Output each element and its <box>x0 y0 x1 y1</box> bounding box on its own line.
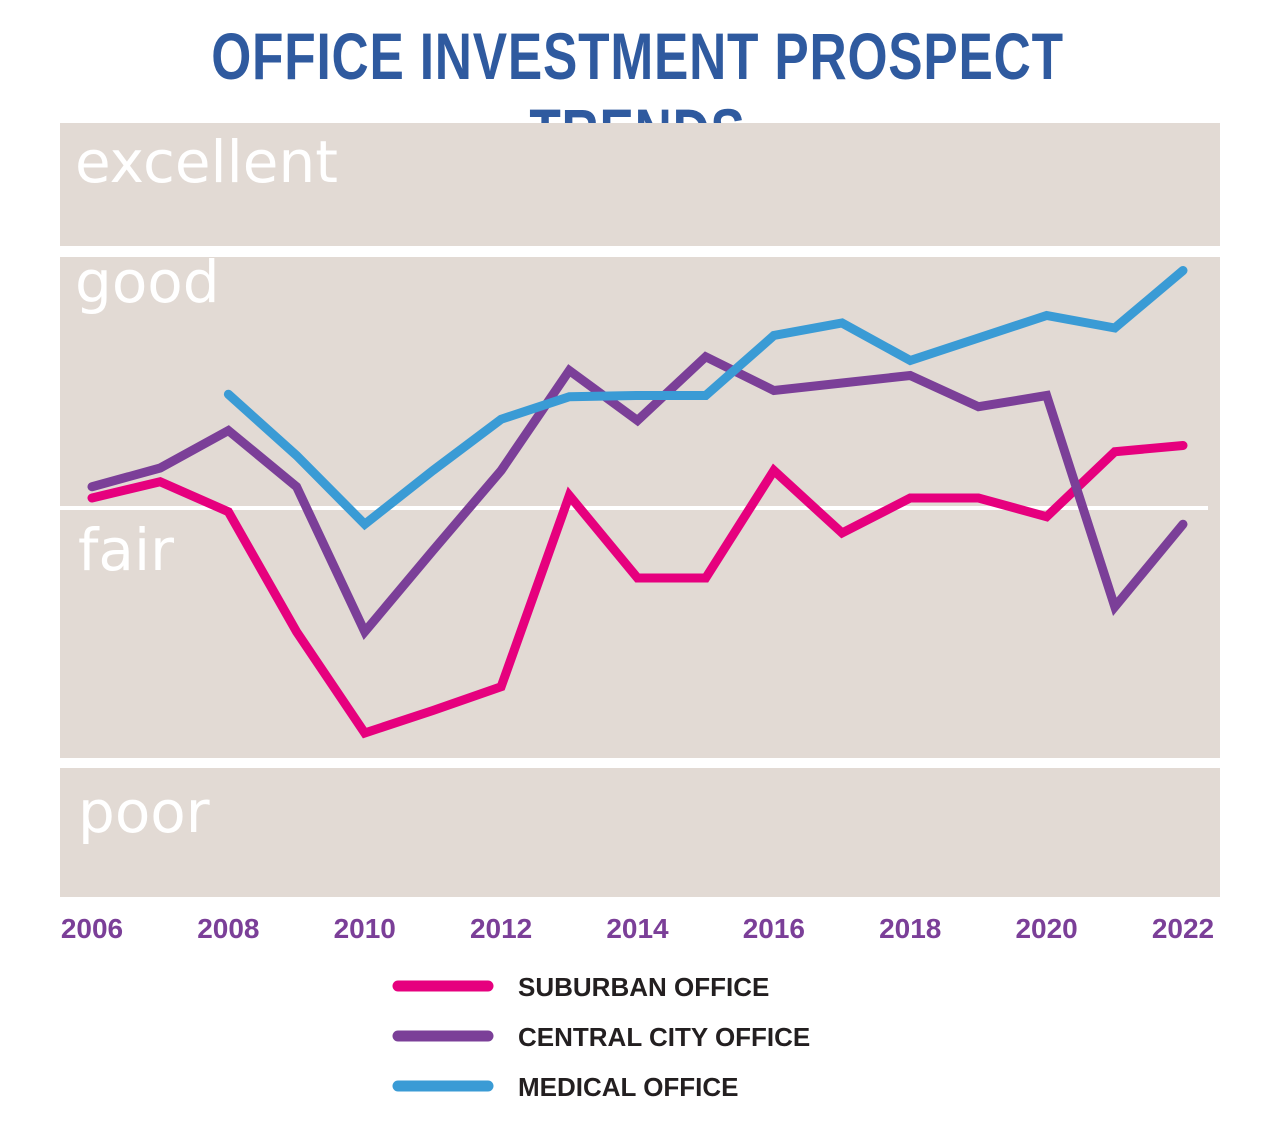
legend-label: CENTRAL CITY OFFICE <box>518 1022 810 1052</box>
x-tick-label: 2006 <box>61 913 123 944</box>
legend-label: MEDICAL OFFICE <box>518 1072 739 1102</box>
x-tick-label: 2014 <box>606 913 669 944</box>
series-line-2 <box>223 266 1188 531</box>
x-tick-label: 2018 <box>879 913 941 944</box>
x-tick-label: 2012 <box>470 913 532 944</box>
x-tick-label: 2022 <box>1152 913 1214 944</box>
band-label-poor: poor <box>78 778 210 846</box>
x-tick-label: 2016 <box>743 913 805 944</box>
band-label-fair: fair <box>78 516 174 584</box>
x-tick-label: 2010 <box>334 913 396 944</box>
band-label-good: good <box>75 248 220 316</box>
band-poor <box>60 768 1220 897</box>
series-line-0 <box>87 441 1188 739</box>
x-tick-label: 2020 <box>1015 913 1077 944</box>
series-line-1 <box>87 351 1188 641</box>
legend-label: SUBURBAN OFFICE <box>518 972 769 1002</box>
band-excellent <box>60 123 1220 246</box>
x-tick-label: 2008 <box>197 913 259 944</box>
band-label-excellent: excellent <box>75 128 338 196</box>
